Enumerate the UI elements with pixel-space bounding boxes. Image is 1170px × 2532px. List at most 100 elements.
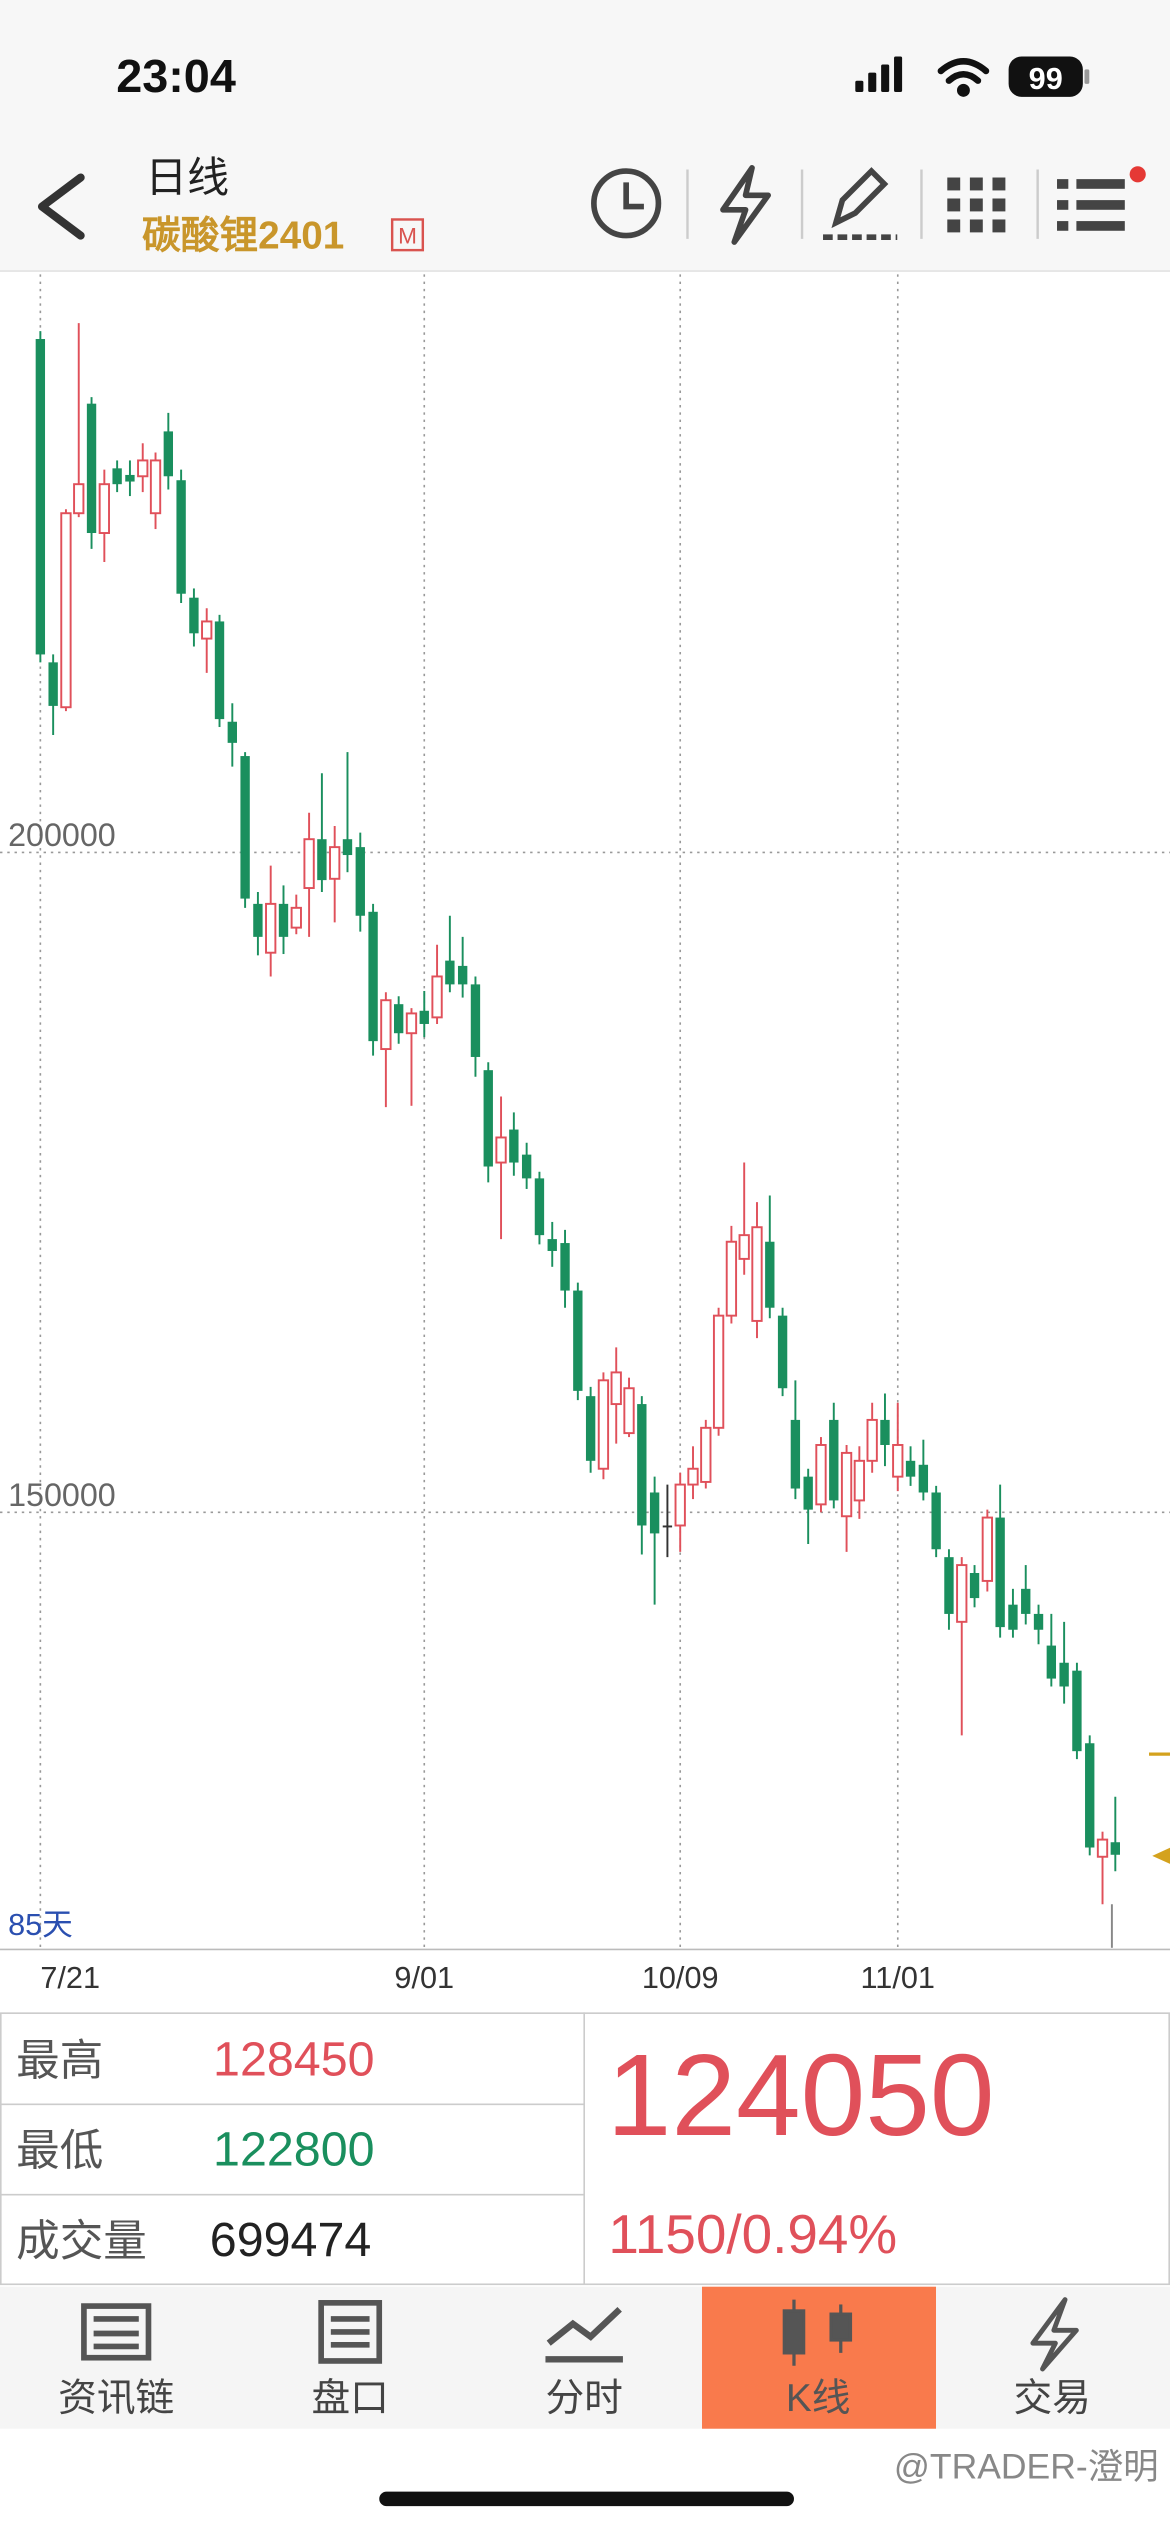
tab[interactable]: 盘口: [311, 2300, 389, 2420]
tab-label: 资讯链: [58, 2377, 174, 2420]
candle-body: [944, 1557, 954, 1614]
candle-body: [674, 1483, 686, 1527]
battery-icon: [1008, 56, 1083, 97]
header-title: 日线: [145, 154, 229, 201]
candle-body: [1046, 1645, 1057, 1679]
candle-body: [931, 1492, 941, 1550]
candle-body: [48, 662, 58, 706]
candle-body: [637, 1404, 647, 1526]
tab[interactable]: K线: [782, 2299, 853, 2420]
candle-body: [509, 1129, 519, 1163]
candle-body: [163, 431, 174, 477]
tab-label: 盘口: [311, 2377, 388, 2420]
price-change: 1150/0.94%: [608, 2203, 897, 2265]
candle-body: [521, 1154, 532, 1179]
candle-body: [470, 984, 481, 1057]
x-tick-label: 7/21: [40, 1961, 100, 1995]
flash-icon[interactable]: [720, 165, 771, 245]
candle-body: [905, 1460, 916, 1477]
candle-body: [969, 1573, 980, 1599]
candle-body: [687, 1467, 699, 1486]
candle-body: [918, 1464, 929, 1493]
candle-body: [290, 906, 302, 929]
quote-label: 最高: [16, 2037, 103, 2085]
candle-body: [585, 1396, 596, 1461]
candle-body: [840, 1451, 853, 1518]
candle-body: [86, 403, 97, 534]
candle-body: [329, 846, 341, 880]
signal-icon: [855, 56, 903, 92]
candle-body: [829, 1419, 839, 1501]
tab[interactable]: 交易: [1013, 2297, 1091, 2420]
candle-body: [700, 1426, 712, 1483]
tab[interactable]: 资讯链: [58, 2303, 174, 2420]
period-label: 85天: [8, 1908, 73, 1942]
quote-value: 122800: [213, 2123, 375, 2177]
tab[interactable]: 分时: [545, 2306, 623, 2420]
candle-body: [98, 483, 110, 534]
candle-body: [445, 960, 455, 985]
candle-body: [1085, 1743, 1095, 1848]
candle-body: [1072, 1670, 1082, 1752]
candle-body: [405, 1012, 418, 1035]
candle-body: [137, 459, 149, 478]
candle-body: [317, 839, 327, 881]
candle-body: [790, 1419, 801, 1489]
candle-body: [1096, 1838, 1109, 1858]
candle-body: [1021, 1588, 1031, 1614]
candle-body: [892, 1444, 904, 1478]
candle-body: [431, 975, 443, 1019]
candle-body: [534, 1178, 545, 1236]
header-badge: M: [398, 224, 417, 249]
candle-body: [495, 1136, 507, 1164]
candle-body: [547, 1239, 557, 1251]
candle-body: [777, 1315, 788, 1389]
quote-value: 699474: [210, 2213, 372, 2267]
tab-label: 交易: [1013, 2377, 1090, 2420]
candle-body: [240, 756, 250, 899]
clock-icon[interactable]: [591, 168, 662, 239]
candle-body: [149, 459, 162, 515]
candle-body: [419, 1010, 429, 1024]
candle-body: [712, 1314, 725, 1429]
candle-body: [125, 474, 135, 482]
tab-label: 分时: [545, 2377, 622, 2420]
candle-body: [956, 1564, 968, 1623]
candle-body: [176, 480, 186, 594]
tab-label: K线: [786, 2377, 851, 2420]
x-tick-label: 9/01: [394, 1961, 454, 1995]
last-price: 124050: [607, 2030, 995, 2160]
grid-icon[interactable]: [947, 177, 1006, 233]
kline-chart: 7/21 9/01 10/09 11/01 150000 200000: [0, 274, 1170, 1995]
candle-body: [866, 1418, 878, 1462]
candle-body: [560, 1243, 570, 1291]
candle-body: [189, 597, 199, 634]
candle-body: [278, 903, 289, 937]
draw-icon[interactable]: [823, 167, 898, 241]
candle-body: [662, 1525, 673, 1528]
wifi-icon: [937, 58, 990, 97]
candle-body: [880, 1419, 890, 1445]
candle-body: [610, 1371, 622, 1406]
candle-body: [265, 902, 277, 954]
candle-body: [765, 1241, 775, 1308]
candle-body: [380, 999, 392, 1051]
candle-body: [483, 1070, 493, 1167]
candle-body: [368, 911, 378, 1042]
candle-body: [201, 620, 213, 640]
quote-value: 128450: [213, 2032, 375, 2086]
candle-body: [981, 1516, 993, 1582]
menu-icon[interactable]: [1057, 166, 1146, 231]
candle-body: [214, 621, 225, 720]
candle-body: [1033, 1613, 1044, 1630]
candle-body: [60, 512, 72, 709]
candle-body: [112, 468, 122, 485]
y-tick-label: 150000: [8, 1477, 116, 1513]
back-button[interactable]: [37, 173, 85, 240]
candle-body: [1008, 1604, 1018, 1630]
candle-body: [1110, 1842, 1120, 1855]
candle-body: [573, 1290, 583, 1391]
y-tick-label: 200000: [8, 817, 116, 853]
